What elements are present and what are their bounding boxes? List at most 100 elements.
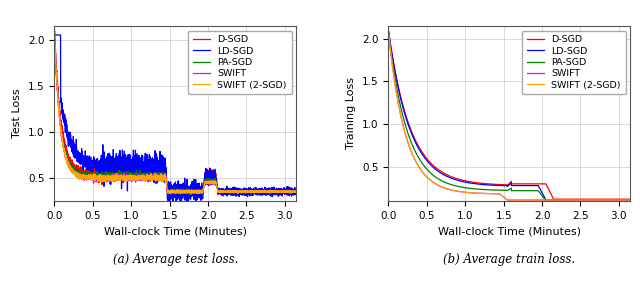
- PA-SGD: [426, 171, 434, 174]
- SWIFT: [596, 198, 604, 202]
- Line: PA-SGD: PA-SGD: [54, 30, 296, 195]
- PA-SGD: [93, 177, 100, 180]
- D-SGD: [550, 197, 557, 201]
- Text: (a) Average test loss.: (a) Average test loss.: [113, 253, 238, 266]
- Line: SWIFT (2-SGD): SWIFT (2-SGD): [388, 32, 630, 200]
- SWIFT: [198, 192, 206, 195]
- SWIFT (2-SGD): [426, 179, 434, 182]
- Line: LD-SGD: LD-SGD: [388, 30, 630, 200]
- SWIFT: [78, 178, 86, 181]
- SWIFT (2-SGD): [504, 198, 511, 202]
- Y-axis label: Test Loss: Test Loss: [13, 89, 22, 138]
- SWIFT (2-SGD): [292, 189, 300, 193]
- PA-SGD: [622, 199, 630, 203]
- LD-SGD: [93, 158, 100, 162]
- SWIFT (2-SGD): [51, 34, 58, 38]
- X-axis label: Wall-clock Time (Minutes): Wall-clock Time (Minutes): [438, 226, 581, 236]
- PA-SGD: [78, 172, 86, 175]
- D-SGD: [78, 171, 86, 174]
- Line: SWIFT: SWIFT: [388, 32, 630, 200]
- SWIFT (2-SGD): [78, 174, 86, 178]
- PA-SGD: [288, 190, 296, 194]
- LD-SGD: [51, 33, 58, 37]
- D-SGD: [385, 28, 392, 32]
- D-SGD: [627, 197, 634, 201]
- LD-SGD: [426, 163, 434, 166]
- PA-SGD: [412, 151, 420, 155]
- D-SGD: [93, 172, 100, 176]
- LD-SGD: [596, 198, 604, 202]
- SWIFT: [262, 190, 269, 193]
- Line: SWIFT (2-SGD): SWIFT (2-SGD): [54, 34, 296, 194]
- X-axis label: Wall-clock Time (Minutes): Wall-clock Time (Minutes): [104, 226, 247, 236]
- Line: SWIFT: SWIFT: [54, 32, 296, 193]
- LD-SGD: [154, 165, 161, 168]
- Legend: D-SGD, LD-SGD, PA-SGD, SWIFT, SWIFT (2-SGD): D-SGD, LD-SGD, PA-SGD, SWIFT, SWIFT (2-S…: [522, 30, 626, 94]
- LD-SGD: [292, 188, 300, 191]
- PA-SGD: [292, 190, 300, 194]
- D-SGD: [154, 172, 161, 175]
- SWIFT: [143, 177, 151, 181]
- D-SGD: [169, 197, 177, 200]
- SWIFT: [622, 198, 630, 202]
- SWIFT (2-SGD): [488, 192, 495, 195]
- D-SGD: [143, 172, 151, 175]
- SWIFT: [93, 178, 100, 181]
- SWIFT: [412, 160, 420, 164]
- PA-SGD: [627, 199, 634, 203]
- LD-SGD: [183, 204, 191, 207]
- Line: D-SGD: D-SGD: [388, 30, 630, 199]
- Legend: D-SGD, LD-SGD, PA-SGD, SWIFT, SWIFT (2-SGD): D-SGD, LD-SGD, PA-SGD, SWIFT, SWIFT (2-S…: [188, 30, 292, 94]
- LD-SGD: [288, 191, 296, 194]
- SWIFT (2-SGD): [93, 176, 100, 179]
- SWIFT: [504, 198, 511, 202]
- D-SGD: [488, 183, 495, 186]
- SWIFT (2-SGD): [288, 191, 296, 194]
- SWIFT: [154, 176, 161, 179]
- Text: (b) Average train loss.: (b) Average train loss.: [444, 253, 575, 266]
- SWIFT: [385, 30, 392, 34]
- SWIFT (2-SGD): [188, 192, 195, 196]
- SWIFT (2-SGD): [51, 33, 58, 36]
- LD-SGD: [412, 142, 420, 145]
- SWIFT: [488, 192, 495, 195]
- LD-SGD: [622, 198, 630, 202]
- LD-SGD: [262, 188, 269, 191]
- SWIFT (2-SGD): [627, 198, 634, 202]
- PA-SGD: [262, 189, 269, 193]
- Y-axis label: Training Loss: Training Loss: [346, 77, 356, 149]
- D-SGD: [288, 190, 296, 193]
- SWIFT: [477, 192, 485, 195]
- SWIFT (2-SGD): [143, 177, 151, 181]
- D-SGD: [412, 139, 420, 143]
- SWIFT (2-SGD): [262, 190, 269, 193]
- SWIFT (2-SGD): [596, 198, 604, 202]
- SWIFT (2-SGD): [412, 160, 420, 164]
- SWIFT (2-SGD): [385, 30, 392, 34]
- PA-SGD: [143, 174, 151, 177]
- SWIFT: [288, 189, 296, 193]
- SWIFT: [292, 190, 300, 193]
- D-SGD: [262, 188, 269, 192]
- SWIFT: [51, 31, 58, 34]
- PA-SGD: [596, 199, 604, 203]
- SWIFT (2-SGD): [477, 192, 485, 195]
- PA-SGD: [154, 176, 161, 180]
- LD-SGD: [385, 28, 392, 32]
- SWIFT: [627, 198, 634, 202]
- D-SGD: [426, 161, 434, 164]
- PA-SGD: [488, 188, 495, 192]
- PA-SGD: [542, 199, 550, 203]
- PA-SGD: [51, 28, 58, 32]
- LD-SGD: [143, 165, 151, 169]
- PA-SGD: [477, 188, 485, 191]
- LD-SGD: [627, 198, 634, 202]
- D-SGD: [51, 26, 58, 29]
- Line: LD-SGD: LD-SGD: [54, 35, 296, 205]
- D-SGD: [292, 191, 300, 194]
- SWIFT (2-SGD): [622, 198, 630, 202]
- D-SGD: [477, 182, 485, 185]
- LD-SGD: [78, 150, 86, 153]
- D-SGD: [596, 197, 604, 201]
- PA-SGD: [186, 193, 194, 196]
